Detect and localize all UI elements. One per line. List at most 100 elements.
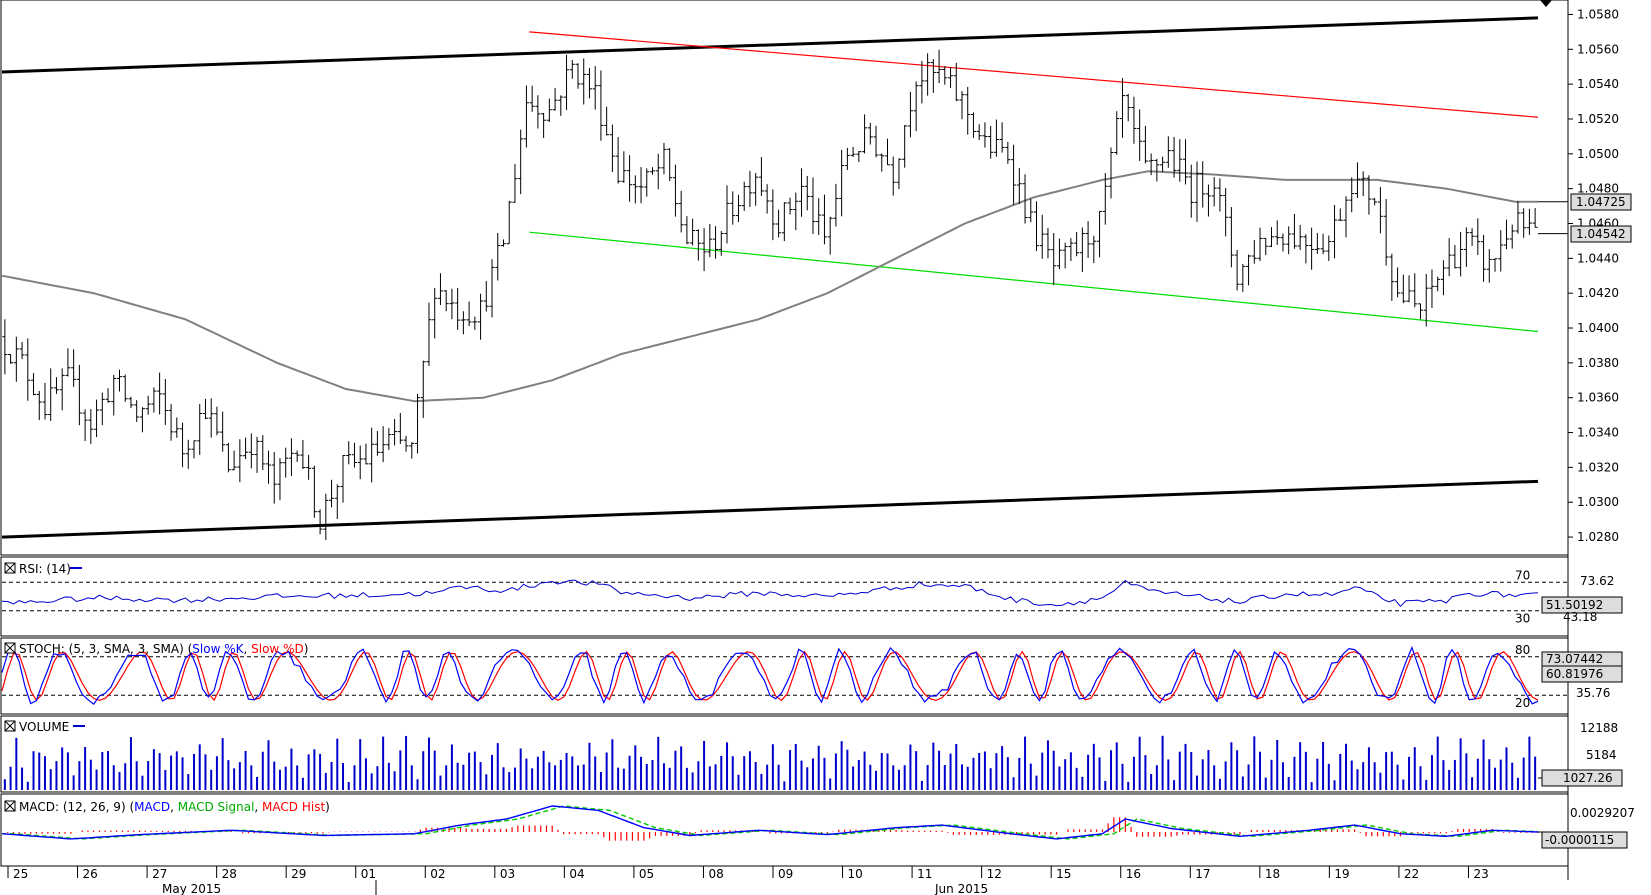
volume-bar (640, 756, 643, 790)
volume-bar (112, 765, 115, 790)
volume-bar (1425, 779, 1428, 790)
stoch-header[interactable]: STOCH: (5, 3, SMA, 3, SMA) (Slow %K, Slo… (4, 642, 308, 656)
support-line (529, 231, 1539, 333)
volume-bar (737, 774, 740, 790)
volume-bar (1390, 751, 1393, 790)
volume-bar (777, 764, 780, 790)
ohlc-bar (609, 124, 615, 173)
ohlc-bar (1005, 141, 1011, 164)
ohlc-bar (1097, 210, 1103, 258)
ohlc-bar (970, 112, 976, 138)
ohlc-bar (799, 168, 805, 217)
ohlc-bar (684, 216, 690, 245)
volume-bar (1367, 747, 1370, 790)
ohlc-bar (816, 198, 822, 235)
volume-bar (462, 764, 465, 790)
ohlc-bar (420, 360, 426, 418)
ohlc-bar (8, 354, 14, 364)
volume-bar (491, 754, 494, 790)
ohlc-bar (753, 173, 759, 206)
ohlc-bar (1068, 238, 1074, 262)
volume-bar (84, 747, 87, 790)
ohlc-bar (1395, 267, 1401, 298)
volume-bar (1058, 766, 1061, 790)
ohlc-bar (311, 465, 317, 518)
ohlc-bar (329, 479, 335, 508)
volume-bar (439, 775, 442, 790)
ohlc-bar (1114, 111, 1120, 155)
volume-bar (743, 756, 746, 790)
volume-bar (416, 779, 419, 790)
volume-bar (1516, 777, 1519, 790)
ohlc-bar (99, 392, 105, 426)
volume-bar (55, 761, 58, 790)
ohlc-bar (1217, 178, 1223, 212)
day-label: 22 (1404, 867, 1419, 881)
volume-bar (399, 750, 402, 790)
volume-bar (1092, 743, 1095, 790)
ohlc-bar (1160, 156, 1166, 172)
volume-bar (147, 761, 150, 790)
price-tick-label: 1.0480 (1577, 182, 1619, 196)
volume-bar (95, 769, 98, 790)
ohlc-bar (1011, 144, 1017, 205)
day-label: 03 (500, 867, 515, 881)
volume-bar (634, 745, 637, 790)
ohlc-bar (386, 428, 392, 450)
ohlc-bar (59, 368, 65, 411)
scroll-marker-icon[interactable] (1540, 0, 1552, 7)
ohlc-bar (1062, 242, 1068, 269)
volume-bar (811, 758, 814, 790)
ohlc-bar (518, 129, 524, 195)
volume-header[interactable]: VOLUME (4, 720, 85, 734)
ohlc-bar (890, 156, 896, 196)
ohlc-bar (827, 216, 833, 255)
ohlc-bar (94, 399, 100, 438)
ohlc-bar (323, 493, 329, 541)
ohlc-bar (856, 151, 862, 163)
volume-bar (1029, 763, 1032, 790)
rsi-level-label: 30 (1515, 612, 1530, 626)
volume-bar (800, 760, 803, 790)
ohlc-bar (1469, 228, 1475, 246)
volume-bar (617, 767, 620, 790)
ohlc-bar (913, 81, 919, 132)
stoch-slow-k-line (1, 645, 1539, 705)
volume-bar (955, 744, 958, 790)
volume-bar (508, 772, 511, 790)
day-label: 25 (13, 867, 28, 881)
volume-bar (72, 775, 75, 790)
macd-header[interactable]: MACD: (12, 26, 9) (MACD, MACD Signal, MA… (4, 800, 330, 814)
ohlc-bar (701, 228, 707, 272)
volume-bar (233, 768, 236, 790)
macd-panel: 0.0029207 -0.0000115 (1, 805, 1635, 849)
price-tick-label: 1.0280 (1577, 530, 1619, 544)
ohlc-bar (598, 70, 604, 141)
ohlc-bar (374, 431, 380, 456)
rsi-header[interactable]: RSI: (14) (4, 562, 82, 576)
volume-bar (221, 738, 224, 790)
lower-channel-line (1, 479, 1539, 539)
ohlc-bar (764, 184, 770, 214)
upper-channel-line (1, 16, 1539, 74)
volume-bar (1230, 742, 1233, 790)
volume-bar (485, 774, 488, 790)
volume-bar (1310, 782, 1313, 790)
volume-bar (1333, 780, 1336, 790)
ohlc-bar (426, 302, 432, 366)
volume-bar (427, 737, 430, 790)
ohlc-bar (1223, 188, 1229, 237)
ohlc-bar (907, 91, 913, 138)
ohlc-bar (174, 417, 180, 438)
volume-bar (697, 761, 700, 790)
ohlc-bar (1286, 226, 1292, 255)
ohlc-bar (541, 112, 547, 138)
ohlc-bar (1532, 208, 1538, 228)
ohlc-bar (202, 398, 208, 420)
volume-bar (307, 754, 310, 790)
ohlc-bar (1251, 239, 1257, 264)
time-axis: 25 26 27 28 29 01 02 03 04 05 08 09 10 11 12 15 16 17 18 19… (2, 865, 1568, 895)
ohlc-bar (317, 509, 323, 535)
ohlc-bar (919, 60, 925, 104)
